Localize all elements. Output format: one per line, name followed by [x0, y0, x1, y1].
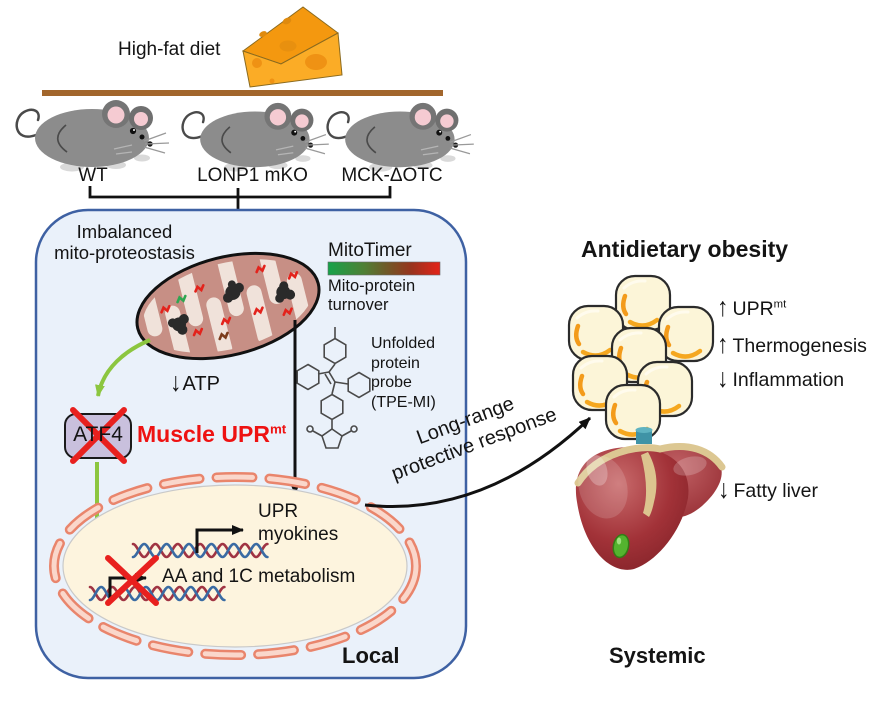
mito-protein-dots	[160, 264, 299, 341]
mouse-lonp1-icon	[181, 101, 331, 173]
systemic-title: Antidietary obesity	[581, 236, 789, 262]
mouse-label-mck: MCK-ΔOTC	[341, 165, 443, 186]
effect-inflammation: ↓ Inflammation	[717, 362, 845, 393]
mouse-label-lonp1: LONP1 mKO	[197, 165, 308, 186]
effect-fatty-liver: ↓ Fatty liver	[718, 473, 819, 504]
cheese-icon	[241, 6, 343, 88]
mitotimer-title: MitoTimer	[328, 240, 412, 261]
atp-label: ↓ATP	[170, 367, 220, 397]
long-range-arrow	[364, 416, 592, 508]
mitotimer-gradient-bar	[327, 261, 441, 276]
promoter-arrow-upr	[195, 525, 244, 553]
liver-icon	[574, 427, 726, 570]
mouse-wt-icon	[15, 98, 171, 173]
atf4-label: ATF4	[73, 423, 123, 446]
tpe-mi-structure-icon	[296, 327, 371, 449]
diet-label: High-fat diet	[118, 39, 221, 60]
green-arrow-mito-to-atf4	[95, 338, 151, 397]
red-cross-metabolism	[105, 555, 159, 606]
up-arrow-icon: ↑	[717, 328, 729, 359]
down-arrow-icon: ↓	[718, 473, 730, 504]
nucleus-icon	[49, 472, 421, 660]
up-arrow-icon: ↑	[717, 291, 729, 322]
effect-uprmt: ↑ UPRmt	[717, 291, 787, 322]
mouse-label-wt: WT	[78, 165, 108, 186]
muscle-upr-title: Muscle UPRmt	[137, 421, 287, 447]
mitochondrion-icon	[135, 245, 321, 365]
effect-thermogenesis: ↑ Thermogenesis	[717, 328, 867, 359]
imbalance-label: Imbalanced mito-proteostasis	[54, 221, 195, 263]
upr-myokines-label: UPR myokines	[258, 501, 339, 545]
red-cross-atf4	[70, 407, 127, 464]
mitotimer-caption: Mito-protein turnover	[328, 277, 416, 314]
protein-aggregates	[167, 280, 296, 335]
mouse-mck-icon	[326, 101, 476, 173]
local-panel-label: Local	[342, 643, 400, 668]
down-arrow-icon: ↓	[717, 362, 729, 393]
probe-label: Unfolded protein probe (TPE-MI)	[371, 335, 436, 411]
metabolism-label: AA and 1C metabolism	[162, 566, 356, 587]
systemic-panel-label: Systemic	[609, 643, 706, 668]
down-arrow-icon: ↓	[170, 367, 182, 397]
